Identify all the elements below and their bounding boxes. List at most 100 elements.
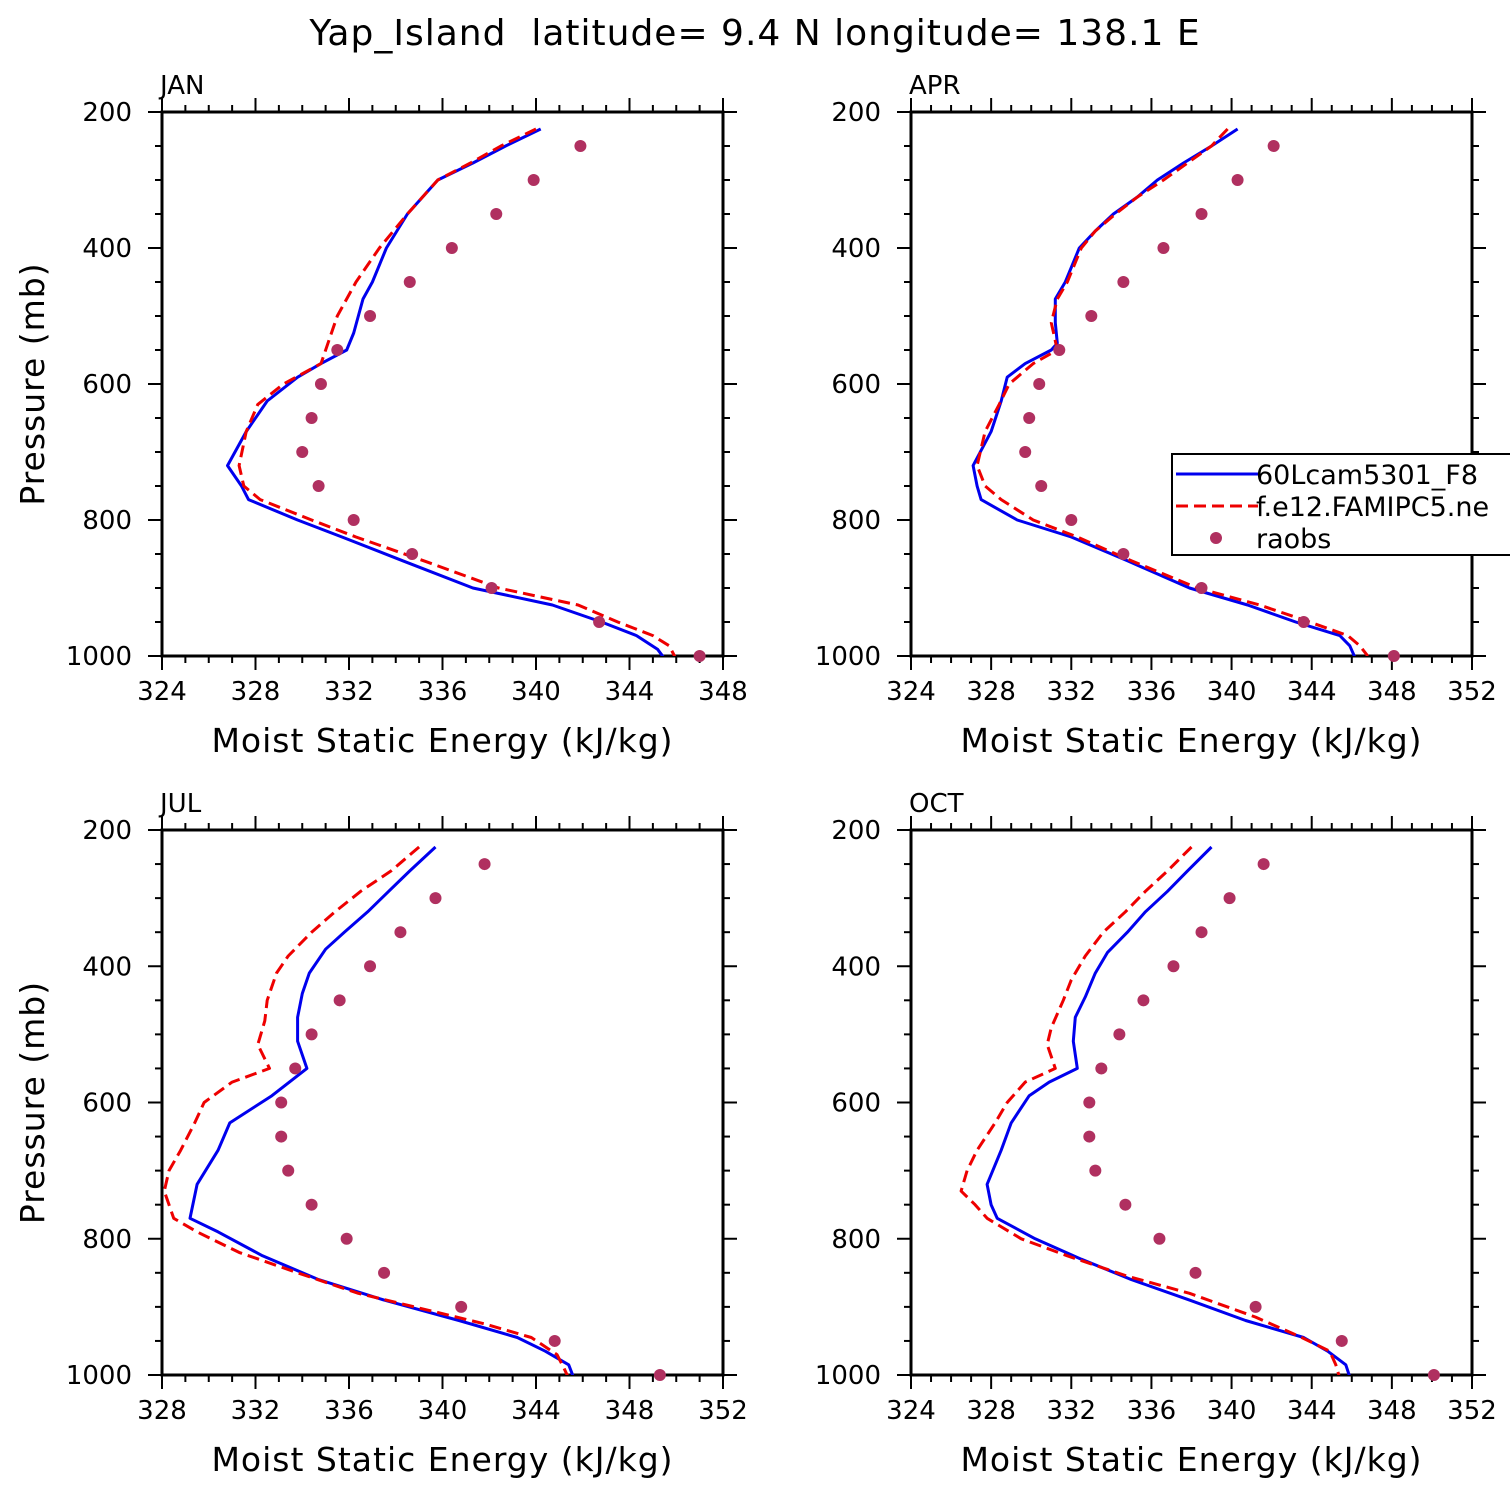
y-axis-label: Pressure (mb) <box>13 262 52 505</box>
raobs-point <box>1195 582 1208 594</box>
raobs-point <box>1153 1232 1166 1245</box>
x-tick-label: 344 <box>511 1396 561 1426</box>
plot-frame <box>160 110 725 658</box>
raobs-point <box>394 926 407 939</box>
y-tick-label: 800 <box>831 506 881 536</box>
raobs-point <box>1157 242 1170 254</box>
raobs-point <box>331 344 344 356</box>
x-tick-label: 352 <box>698 1396 748 1426</box>
legend-label: 60Lcam5301_F8 <box>1256 460 1478 491</box>
x-tick-label: 340 <box>511 677 561 707</box>
x-axis-label: Moist Static Energy (kJ/kg) <box>960 1440 1422 1479</box>
series-line-fe12 <box>162 845 569 1375</box>
raobs-point <box>693 650 706 662</box>
x-tick-label: 340 <box>1207 677 1257 707</box>
x-tick-label: 344 <box>605 677 655 707</box>
raobs-point <box>1035 480 1048 492</box>
series-line-fe12 <box>959 845 1341 1375</box>
raobs-point <box>314 378 327 390</box>
series-line-fe12 <box>237 127 677 656</box>
series-line-60lcam <box>188 845 575 1375</box>
x-tick-label: 328 <box>966 1396 1016 1426</box>
x-tick-label: 336 <box>418 677 468 707</box>
raobs-point <box>1231 174 1244 186</box>
raobs-point <box>347 514 360 526</box>
raobs-point <box>593 616 606 628</box>
raobs-point <box>1335 1334 1348 1347</box>
raobs-point <box>1023 412 1036 424</box>
series-line-fe12 <box>975 127 1369 656</box>
y-tick-label: 200 <box>82 98 132 128</box>
raobs-point <box>1167 960 1180 973</box>
x-tick-label: 324 <box>886 677 936 707</box>
series-group <box>162 845 575 1375</box>
raobs-point <box>1267 140 1280 152</box>
series-line-60lcam <box>985 845 1351 1375</box>
x-tick-label: 328 <box>137 1396 187 1426</box>
y-tick-label: 200 <box>831 98 881 128</box>
y-tick-label: 400 <box>82 234 132 264</box>
raobs-point <box>1223 892 1236 905</box>
x-tick-label: 332 <box>231 1396 281 1426</box>
x-tick-label: 340 <box>418 1396 468 1426</box>
raobs-point <box>340 1232 353 1245</box>
x-tick-label: 328 <box>966 677 1016 707</box>
x-tick-label: 336 <box>324 1396 374 1426</box>
y-tick-label: 800 <box>82 1225 132 1255</box>
x-tick-label: 352 <box>1447 677 1497 707</box>
raobs-point <box>296 446 309 458</box>
raobs-point <box>406 548 419 560</box>
y-tick-label: 600 <box>82 370 132 400</box>
plot-frame <box>160 828 725 1377</box>
x-tick-label: 348 <box>1367 677 1417 707</box>
raobs-point <box>1297 616 1310 628</box>
x-tick-label: 328 <box>231 677 281 707</box>
series-group <box>971 127 1369 656</box>
y-tick-label: 600 <box>82 1089 132 1119</box>
raobs-point <box>478 858 491 871</box>
y-axis-label: Pressure (mb) <box>13 981 52 1224</box>
x-tick-label: 332 <box>1046 677 1096 707</box>
legend-box <box>1171 453 1510 556</box>
x-tick-label: 348 <box>1367 1396 1417 1426</box>
raobs-point <box>548 1334 561 1347</box>
series-line-60lcam <box>226 127 665 656</box>
raobs-point <box>429 892 442 905</box>
x-tick-label: 348 <box>698 677 748 707</box>
x-tick-label: 348 <box>605 1396 655 1426</box>
legend-label: raobs <box>1256 524 1331 555</box>
raobs-point <box>485 582 498 594</box>
raobs-point <box>364 960 377 973</box>
y-tick-label: 200 <box>831 816 881 846</box>
x-tick-label: 344 <box>1287 677 1337 707</box>
x-tick-label: 332 <box>324 677 374 707</box>
raobs-point <box>378 1266 391 1279</box>
panel-title: JUL <box>158 789 202 819</box>
panel-title: APR <box>909 71 961 101</box>
raobs-point <box>1249 1300 1262 1313</box>
x-tick-label: 336 <box>1127 677 1177 707</box>
raobs-point <box>445 242 458 254</box>
raobs-point <box>1257 858 1270 871</box>
raobs-point <box>1033 378 1046 390</box>
raobs-point <box>1095 1062 1108 1075</box>
x-tick-label: 336 <box>1127 1396 1177 1426</box>
raobs-point <box>1113 1028 1126 1041</box>
raobs-point <box>1083 1130 1096 1143</box>
y-tick-label: 400 <box>831 234 881 264</box>
raobs-point <box>1053 344 1066 356</box>
y-tick-label: 800 <box>831 1225 881 1255</box>
raobs-point <box>312 480 325 492</box>
raobs-point <box>1427 1369 1440 1381</box>
raobs-point <box>1117 548 1130 560</box>
raobs-point <box>527 174 540 186</box>
raobs-point <box>364 310 377 322</box>
x-tick-label: 352 <box>1447 1396 1497 1426</box>
x-tick-label: 324 <box>137 677 187 707</box>
y-tick-label: 200 <box>82 816 132 846</box>
raobs-point <box>1085 310 1098 322</box>
raobs-point <box>1065 514 1078 526</box>
chart-panel-apr: 324 328 332 336 340 344 348 352 200 400 600 800 1000… <box>815 71 1497 760</box>
